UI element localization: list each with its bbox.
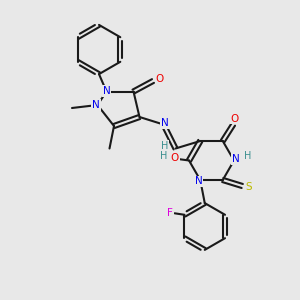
Text: O: O (231, 113, 239, 124)
Text: N: N (103, 86, 110, 96)
Text: N: N (195, 176, 202, 187)
Text: H: H (161, 141, 169, 151)
Text: H: H (160, 151, 167, 161)
Text: N: N (161, 118, 169, 128)
Text: S: S (245, 182, 252, 193)
Text: O: O (155, 74, 164, 85)
Text: N: N (92, 100, 100, 110)
Text: F: F (167, 208, 173, 218)
Text: H: H (244, 151, 251, 161)
Text: N: N (232, 154, 239, 164)
Text: O: O (171, 153, 179, 164)
